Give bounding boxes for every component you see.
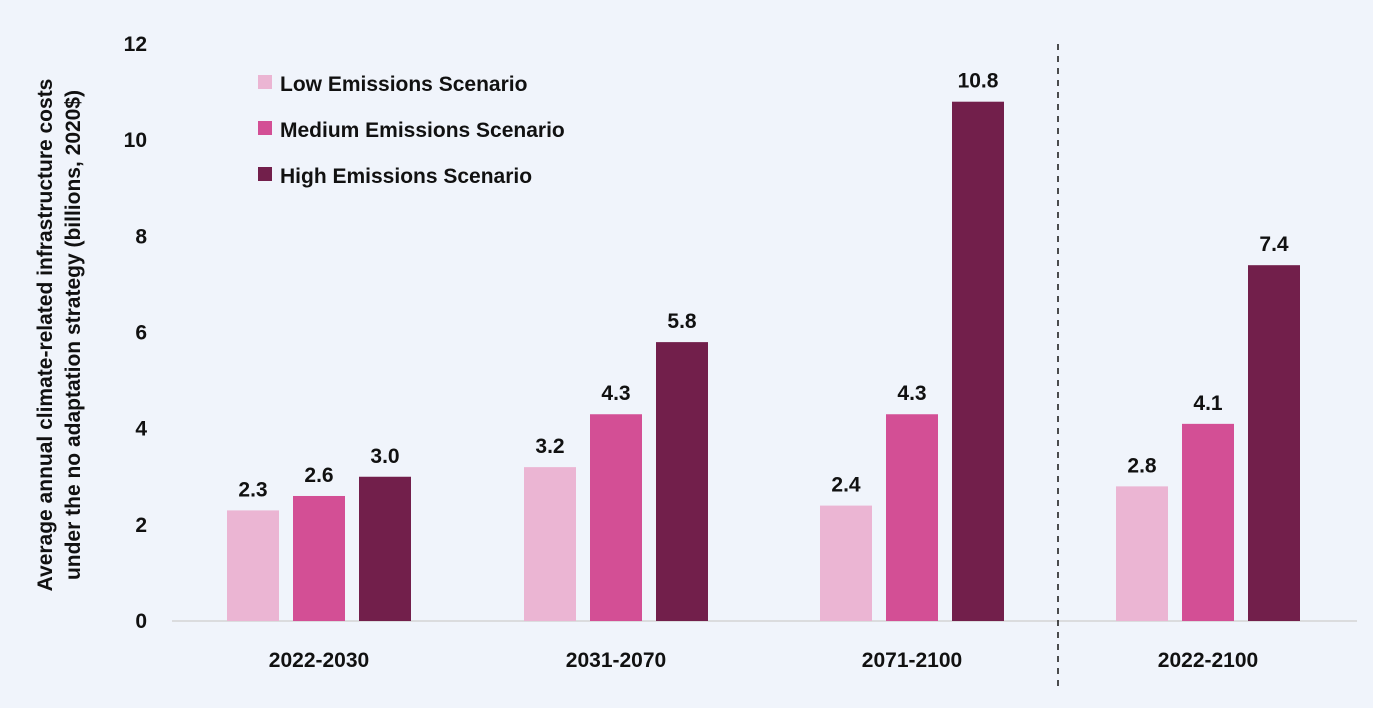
x-tick-label: 2022-2030 bbox=[269, 649, 369, 672]
data-label: 3.2 bbox=[535, 435, 564, 458]
bar bbox=[524, 467, 576, 621]
data-label: 2.4 bbox=[831, 474, 861, 497]
legend-swatch bbox=[258, 121, 272, 135]
y-tick-label: 6 bbox=[135, 322, 147, 345]
legend-swatch bbox=[258, 167, 272, 181]
x-tick-label: 2071-2100 bbox=[862, 649, 962, 672]
y-tick-label: 4 bbox=[135, 418, 147, 441]
data-label: 7.4 bbox=[1259, 233, 1289, 256]
bar bbox=[1182, 423, 1234, 621]
data-label: 10.8 bbox=[958, 70, 999, 93]
y-axis-title: Average annual climate-related infrastru… bbox=[34, 79, 85, 592]
y-tick-label: 10 bbox=[124, 129, 147, 152]
bar bbox=[886, 414, 938, 621]
x-tick-label: 2031-2070 bbox=[566, 649, 666, 672]
x-tick-label: 2022-2100 bbox=[1158, 649, 1258, 672]
legend-label: Low Emissions Scenario bbox=[280, 73, 527, 96]
data-label: 2.3 bbox=[238, 478, 267, 501]
data-label: 4.1 bbox=[1193, 392, 1223, 415]
y-axis-title-line-2: under the no adaptation strategy (billio… bbox=[62, 90, 85, 580]
bar bbox=[1116, 486, 1168, 621]
bar bbox=[590, 414, 642, 621]
legend-swatch bbox=[258, 75, 272, 89]
legend-label: High Emissions Scenario bbox=[280, 165, 532, 188]
bar bbox=[820, 505, 872, 621]
y-tick-label: 8 bbox=[135, 225, 147, 248]
data-label: 3.0 bbox=[370, 445, 399, 468]
bar bbox=[1248, 265, 1300, 621]
data-label: 2.8 bbox=[1127, 454, 1157, 477]
y-axis-title-line-1: Average annual climate-related infrastru… bbox=[34, 79, 57, 592]
y-tick-label: 2 bbox=[135, 514, 147, 537]
data-label: 4.3 bbox=[897, 382, 926, 405]
bar bbox=[656, 342, 708, 621]
legend-label: Medium Emissions Scenario bbox=[280, 119, 565, 142]
bar bbox=[359, 476, 411, 621]
bar bbox=[227, 510, 279, 621]
bar bbox=[952, 101, 1004, 621]
bar bbox=[293, 495, 345, 621]
data-label: 4.3 bbox=[601, 382, 630, 405]
data-label: 2.6 bbox=[304, 464, 333, 487]
data-label: 5.8 bbox=[667, 310, 697, 333]
y-tick-label: 0 bbox=[135, 610, 147, 633]
y-tick-label: 12 bbox=[124, 33, 147, 56]
